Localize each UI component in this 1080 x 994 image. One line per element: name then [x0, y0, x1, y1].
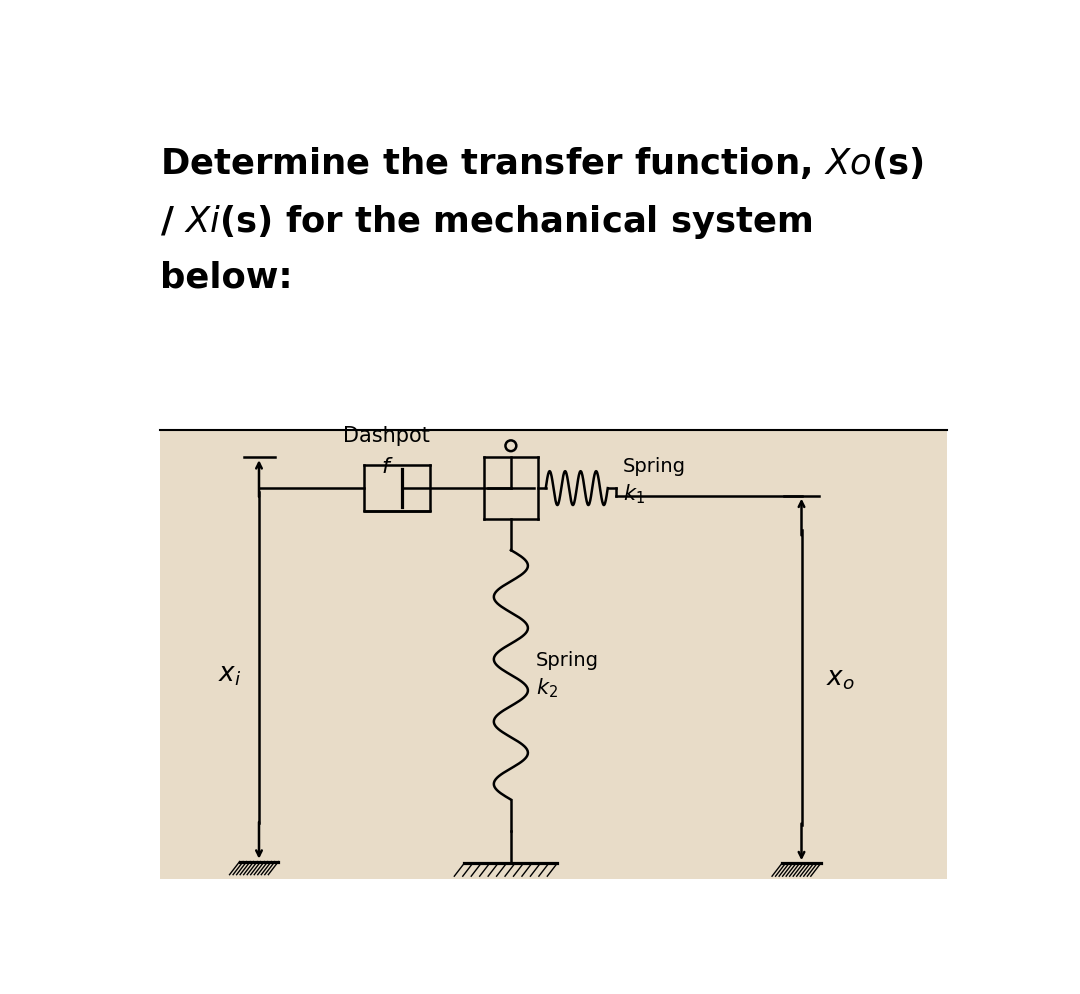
Text: Spring: Spring: [623, 457, 686, 476]
Text: below:: below:: [160, 261, 293, 295]
Text: $f$: $f$: [380, 456, 393, 476]
Text: $k_2$: $k_2$: [536, 677, 557, 701]
Text: $k_1$: $k_1$: [623, 482, 645, 506]
Text: Spring: Spring: [536, 651, 598, 671]
Text: Determine the transfer function, $\mathbf{\mathit{Xo}}$$\mathbf{(s)}$: Determine the transfer function, $\mathb…: [160, 145, 923, 182]
Text: $x_o$: $x_o$: [826, 666, 855, 693]
Text: Dashpot: Dashpot: [343, 425, 430, 445]
Text: $x_i$: $x_i$: [218, 662, 241, 688]
Bar: [160, 431, 947, 879]
Text: / $\mathbf{\mathit{Xi}}$$\mathbf{(s)}$ for the mechanical system: / $\mathbf{\mathit{Xi}}$$\mathbf{(s)}$ f…: [160, 203, 812, 242]
